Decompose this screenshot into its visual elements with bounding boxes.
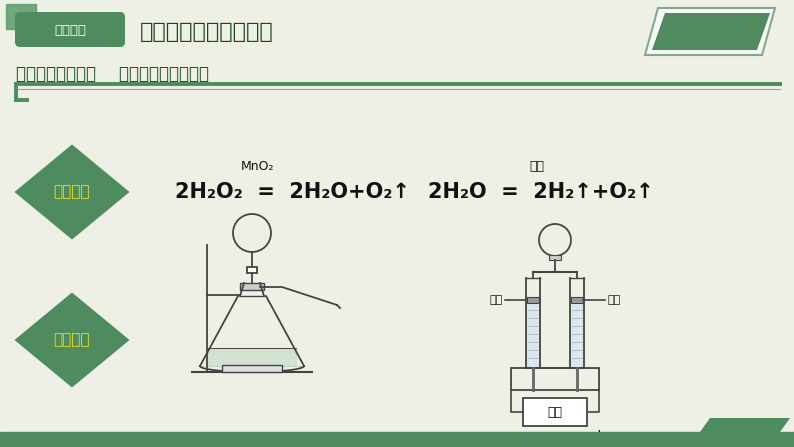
Text: −: − <box>505 429 518 443</box>
Bar <box>511 368 599 390</box>
Bar <box>527 297 539 303</box>
Text: 探索新知: 探索新知 <box>54 25 86 38</box>
FancyBboxPatch shape <box>15 12 125 47</box>
Bar <box>240 283 264 290</box>
Text: 任务二：制氧剂的选择: 任务二：制氧剂的选择 <box>140 22 274 42</box>
Text: MnO₂: MnO₂ <box>241 160 275 173</box>
Bar <box>247 267 257 273</box>
Polygon shape <box>700 418 790 432</box>
Text: 《活动设计与实施    回忆制取氧气的方法: 《活动设计与实施 回忆制取氧气的方法 <box>16 65 209 83</box>
Text: 反应原理: 反应原理 <box>54 185 91 199</box>
Bar <box>571 297 583 303</box>
Bar <box>0 432 794 447</box>
Bar <box>6 4 36 29</box>
Bar <box>523 398 587 426</box>
Polygon shape <box>14 292 129 388</box>
Text: 制取装置: 制取装置 <box>54 333 91 347</box>
Text: +: + <box>592 429 605 443</box>
Bar <box>18 14 48 39</box>
Polygon shape <box>645 8 775 55</box>
Text: 2H₂O  =  2H₂↑+O₂↑: 2H₂O = 2H₂↑+O₂↑ <box>428 182 653 202</box>
Bar <box>549 255 561 260</box>
Text: 通电: 通电 <box>530 160 545 173</box>
Text: 电源: 电源 <box>548 405 562 418</box>
Text: 2H₂O₂  =  2H₂O+O₂↑: 2H₂O₂ = 2H₂O+O₂↑ <box>175 182 410 202</box>
Polygon shape <box>14 144 129 240</box>
Text: 活塞: 活塞 <box>490 295 503 305</box>
Text: 活塞: 活塞 <box>607 295 620 305</box>
Bar <box>222 365 282 372</box>
Polygon shape <box>652 13 770 50</box>
